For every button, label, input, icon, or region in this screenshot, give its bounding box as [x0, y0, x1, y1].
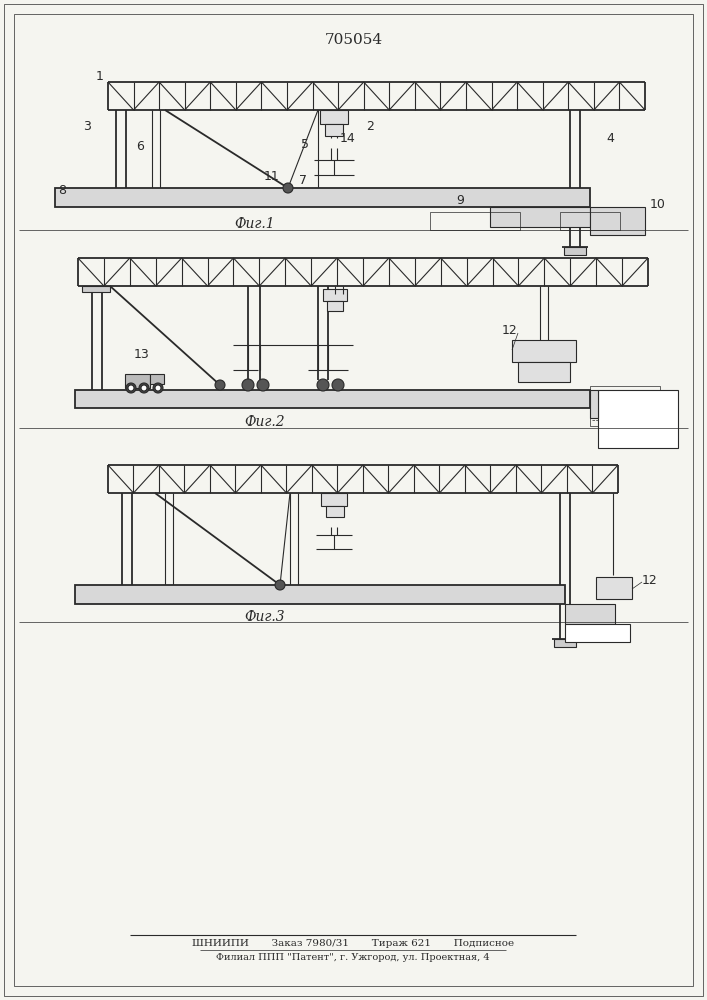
- Text: 8: 8: [58, 184, 66, 198]
- Bar: [596, 577, 632, 599]
- Bar: [55, 188, 590, 207]
- Text: Фиг.3: Фиг.3: [245, 610, 286, 624]
- Bar: [150, 374, 164, 384]
- Bar: [565, 624, 630, 642]
- Text: 14: 14: [340, 131, 356, 144]
- Bar: [326, 506, 344, 517]
- Bar: [75, 390, 590, 408]
- Bar: [518, 362, 570, 382]
- Bar: [554, 639, 576, 647]
- Circle shape: [275, 580, 285, 590]
- Bar: [590, 207, 645, 235]
- Bar: [564, 247, 586, 255]
- Text: ШНИИПИ       Заказ 7980/31       Тираж 621       Подписное: ШНИИПИ Заказ 7980/31 Тираж 621 Подписное: [192, 938, 514, 948]
- Bar: [430, 212, 520, 230]
- Text: 7: 7: [299, 174, 307, 186]
- Text: 4: 4: [606, 131, 614, 144]
- Bar: [560, 212, 620, 230]
- Text: 11: 11: [264, 170, 280, 184]
- Text: 13: 13: [134, 349, 150, 361]
- Text: 9: 9: [456, 194, 464, 207]
- Bar: [590, 390, 598, 418]
- Circle shape: [283, 183, 293, 193]
- Bar: [590, 386, 660, 426]
- Circle shape: [242, 379, 254, 391]
- Text: 12: 12: [642, 574, 658, 586]
- Bar: [125, 374, 150, 388]
- Text: Фиг.2: Фиг.2: [245, 415, 286, 429]
- Text: 5: 5: [301, 138, 309, 151]
- Circle shape: [126, 383, 136, 393]
- Text: Фиг.1: Фиг.1: [235, 217, 275, 231]
- Text: 6: 6: [136, 139, 144, 152]
- Circle shape: [153, 383, 163, 393]
- Circle shape: [128, 385, 134, 391]
- Text: 10: 10: [650, 198, 666, 212]
- Circle shape: [141, 385, 147, 391]
- Bar: [512, 340, 576, 362]
- Bar: [565, 604, 615, 624]
- Bar: [321, 493, 347, 506]
- Text: 2: 2: [366, 120, 374, 133]
- Circle shape: [215, 380, 225, 390]
- Circle shape: [317, 379, 329, 391]
- Text: 12: 12: [502, 324, 518, 336]
- Bar: [323, 289, 347, 301]
- Text: Филиал ППП "Патент", г. Ужгород, ул. Проектная, 4: Филиал ППП "Патент", г. Ужгород, ул. Про…: [216, 952, 490, 962]
- Bar: [320, 110, 348, 124]
- Text: 1: 1: [96, 70, 104, 83]
- Bar: [490, 207, 590, 227]
- Bar: [327, 301, 343, 311]
- Bar: [598, 390, 678, 448]
- Circle shape: [257, 379, 269, 391]
- Bar: [325, 124, 343, 136]
- Bar: [75, 585, 565, 604]
- Circle shape: [332, 379, 344, 391]
- Circle shape: [139, 383, 149, 393]
- Circle shape: [155, 385, 161, 391]
- Text: 3: 3: [83, 120, 91, 133]
- Text: 705054: 705054: [325, 33, 383, 47]
- Bar: [82, 286, 110, 292]
